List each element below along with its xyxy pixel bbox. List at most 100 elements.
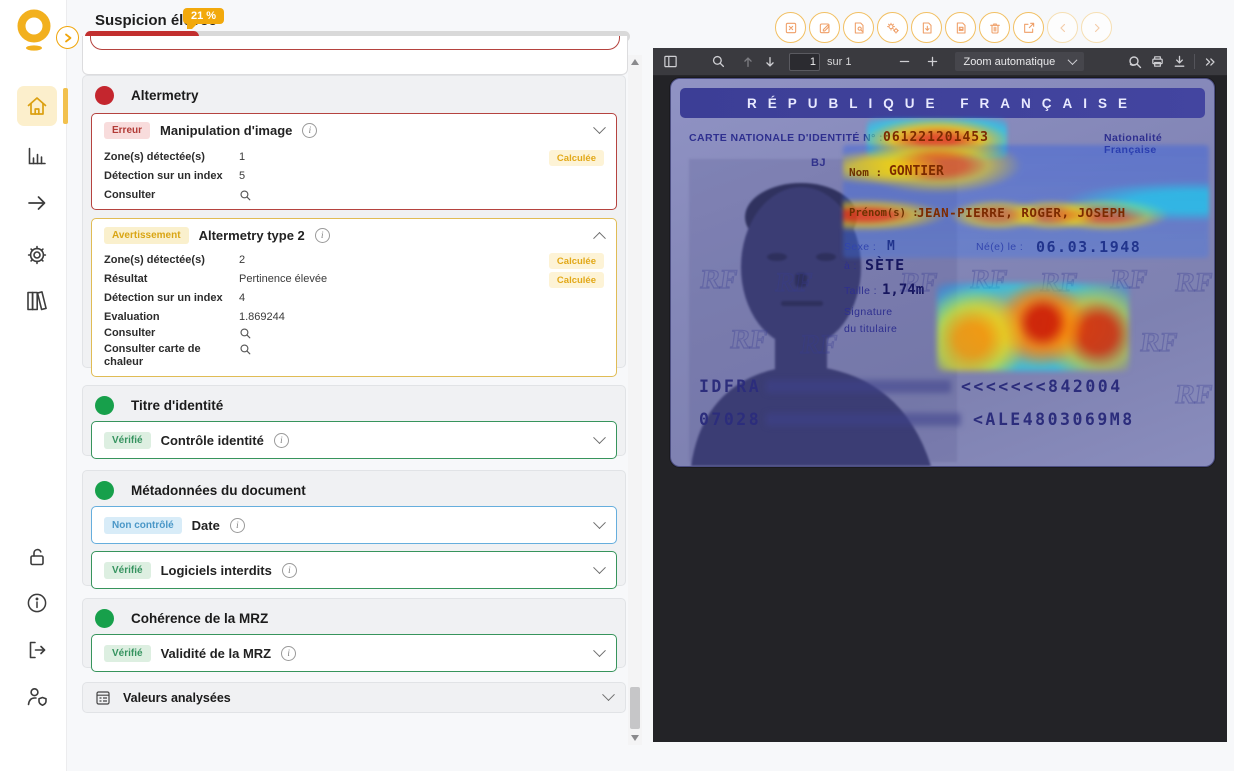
card-header-band: RÉPUBLIQUE FRANÇAISE <box>680 88 1205 118</box>
group-title: Titre d'identité <box>131 398 224 413</box>
list-values-icon <box>96 690 110 705</box>
lock-open-icon <box>30 548 44 566</box>
info-icon[interactable] <box>281 646 297 661</box>
toggle-sidebar-button[interactable] <box>659 51 681 73</box>
status-dot-ok <box>95 481 114 500</box>
result-row: Zone(s) détectée(s) 1 Calculée <box>104 150 604 166</box>
info-icon[interactable] <box>281 563 297 578</box>
mrz-line2-start: 07028 <box>699 410 762 429</box>
check-title: Manipulation d'image <box>160 123 293 138</box>
chevron-down-icon[interactable] <box>593 121 606 135</box>
mrz-line1-start: IDFRA <box>699 377 762 396</box>
sidebar-item-info[interactable] <box>17 583 57 623</box>
more-tools-button[interactable] <box>1199 51 1221 73</box>
status-badge: Vérifié <box>104 432 151 449</box>
open-external-icon <box>1023 22 1034 33</box>
next-page-button[interactable] <box>759 51 781 73</box>
height-label: Taille : <box>844 285 877 297</box>
valeurs-analysees-row[interactable]: Valeurs analysées <box>82 682 626 713</box>
selection-tools-button[interactable] <box>1124 51 1146 73</box>
chevron-down-icon[interactable] <box>593 644 606 658</box>
info-icon[interactable] <box>273 433 289 448</box>
analysis-panel: Altermetry Erreur Manipulation d'image Z… <box>75 36 645 755</box>
heatmap-signature-zone <box>937 283 1129 371</box>
scroll-up-arrow[interactable] <box>631 59 639 65</box>
bar-chart-icon <box>28 147 46 165</box>
chevron-down-icon[interactable] <box>593 516 606 530</box>
chevron-right-icon <box>64 33 71 42</box>
check-title: Altermetry type 2 <box>198 228 305 243</box>
zoom-in-button[interactable] <box>921 51 943 73</box>
arrow-right-icon <box>28 196 46 210</box>
check-header[interactable]: Vérifié Logiciels interdits <box>104 561 606 579</box>
chevron-down-icon[interactable] <box>593 561 606 575</box>
check-header[interactable]: Non contrôlé Date <box>104 516 606 534</box>
sidebar-item-lock[interactable] <box>17 537 57 577</box>
panel-scrollbar[interactable] <box>628 55 642 745</box>
pdf-viewer-panel: sur 1 Zoom automatique RÉPUBLIQUE FRANÇA… <box>653 48 1227 742</box>
magnifier-icon[interactable] <box>239 343 252 356</box>
open-external-button[interactable] <box>1013 12 1044 43</box>
document-download-button[interactable] <box>911 12 942 43</box>
sidebar-item-account[interactable] <box>17 677 57 717</box>
zoom-out-button[interactable] <box>893 51 915 73</box>
scroll-down-arrow[interactable] <box>631 735 639 741</box>
sidebar-item-settings[interactable] <box>17 235 57 275</box>
magnifier-icon[interactable] <box>239 327 252 340</box>
user-shield-icon <box>27 687 47 706</box>
pdf-search-button[interactable] <box>707 51 729 73</box>
edit-note-icon <box>819 22 830 33</box>
suspicion-score-badge: 21 % <box>183 8 225 29</box>
sidebar-item-submit[interactable] <box>17 183 57 223</box>
card-bj-text: BJ <box>811 157 826 169</box>
check-card-altermetry-type2: Avertissement Altermetry type 2 Zone(s) … <box>91 218 617 377</box>
delete-button[interactable] <box>979 12 1010 43</box>
collapse-panel-button[interactable] <box>56 26 79 49</box>
chevron-right-icon <box>1094 23 1100 32</box>
process-gears-button[interactable] <box>877 12 908 43</box>
document-preview-button[interactable] <box>843 12 874 43</box>
check-header[interactable]: Vérifié Contrôle identité <box>104 431 606 449</box>
document-pdf-button[interactable] <box>945 12 976 43</box>
info-icon[interactable] <box>229 518 245 533</box>
page-number-input[interactable] <box>789 52 820 71</box>
chevron-down-icon[interactable] <box>593 431 606 445</box>
download-button[interactable] <box>1168 51 1190 73</box>
sidebar-item-statistics[interactable] <box>17 136 57 176</box>
chevron-up-icon[interactable] <box>593 231 606 245</box>
search-icon <box>712 55 724 68</box>
active-indicator <box>63 88 68 124</box>
zoom-select[interactable]: Zoom automatique <box>955 52 1085 71</box>
check-header[interactable]: Avertissement Altermetry type 2 <box>104 227 606 245</box>
group-titre-identite: Titre d'identité Vérifié Contrôle identi… <box>82 385 626 459</box>
document-preview-icon <box>854 21 864 34</box>
cni-label: CARTE NATIONALE D'IDENTITÉ N° : <box>689 132 883 144</box>
sidebar-item-logout[interactable] <box>17 630 57 670</box>
check-header[interactable]: Vérifié Validité de la MRZ <box>104 644 606 662</box>
identity-card-image: RÉPUBLIQUE FRANÇAISE CARTE NATIONALE D'I… <box>670 78 1215 467</box>
next-document-button[interactable] <box>1081 12 1112 43</box>
magnifier-icon[interactable] <box>239 189 252 202</box>
previous-document-button[interactable] <box>1047 12 1078 43</box>
calculated-tag: Calculée <box>548 253 604 269</box>
scrollbar-thumb[interactable] <box>630 687 640 729</box>
sidebar-item-home[interactable] <box>17 86 68 126</box>
signature-label-2: du titulaire <box>844 323 898 335</box>
box-x-button[interactable] <box>775 12 806 43</box>
group-altermetry: Altermetry Erreur Manipulation d'image Z… <box>82 75 626 377</box>
result-row: Détection sur un index 4 <box>104 292 246 304</box>
edit-button[interactable] <box>809 12 840 43</box>
check-header[interactable]: Erreur Manipulation d'image <box>104 121 606 139</box>
sidebar-item-library[interactable] <box>17 281 57 321</box>
name-label: Nom : <box>849 166 883 179</box>
height-value: 1,74m <box>882 282 925 298</box>
print-button[interactable] <box>1146 51 1168 73</box>
chevron-down-icon[interactable] <box>602 688 615 702</box>
sidebar <box>0 0 68 771</box>
info-icon[interactable] <box>314 228 330 243</box>
chevron-left-icon <box>1059 23 1065 32</box>
info-icon[interactable] <box>302 123 318 138</box>
status-dot-error <box>95 86 114 105</box>
previous-page-button[interactable] <box>737 51 759 73</box>
rf-watermark: RF <box>1173 266 1215 297</box>
